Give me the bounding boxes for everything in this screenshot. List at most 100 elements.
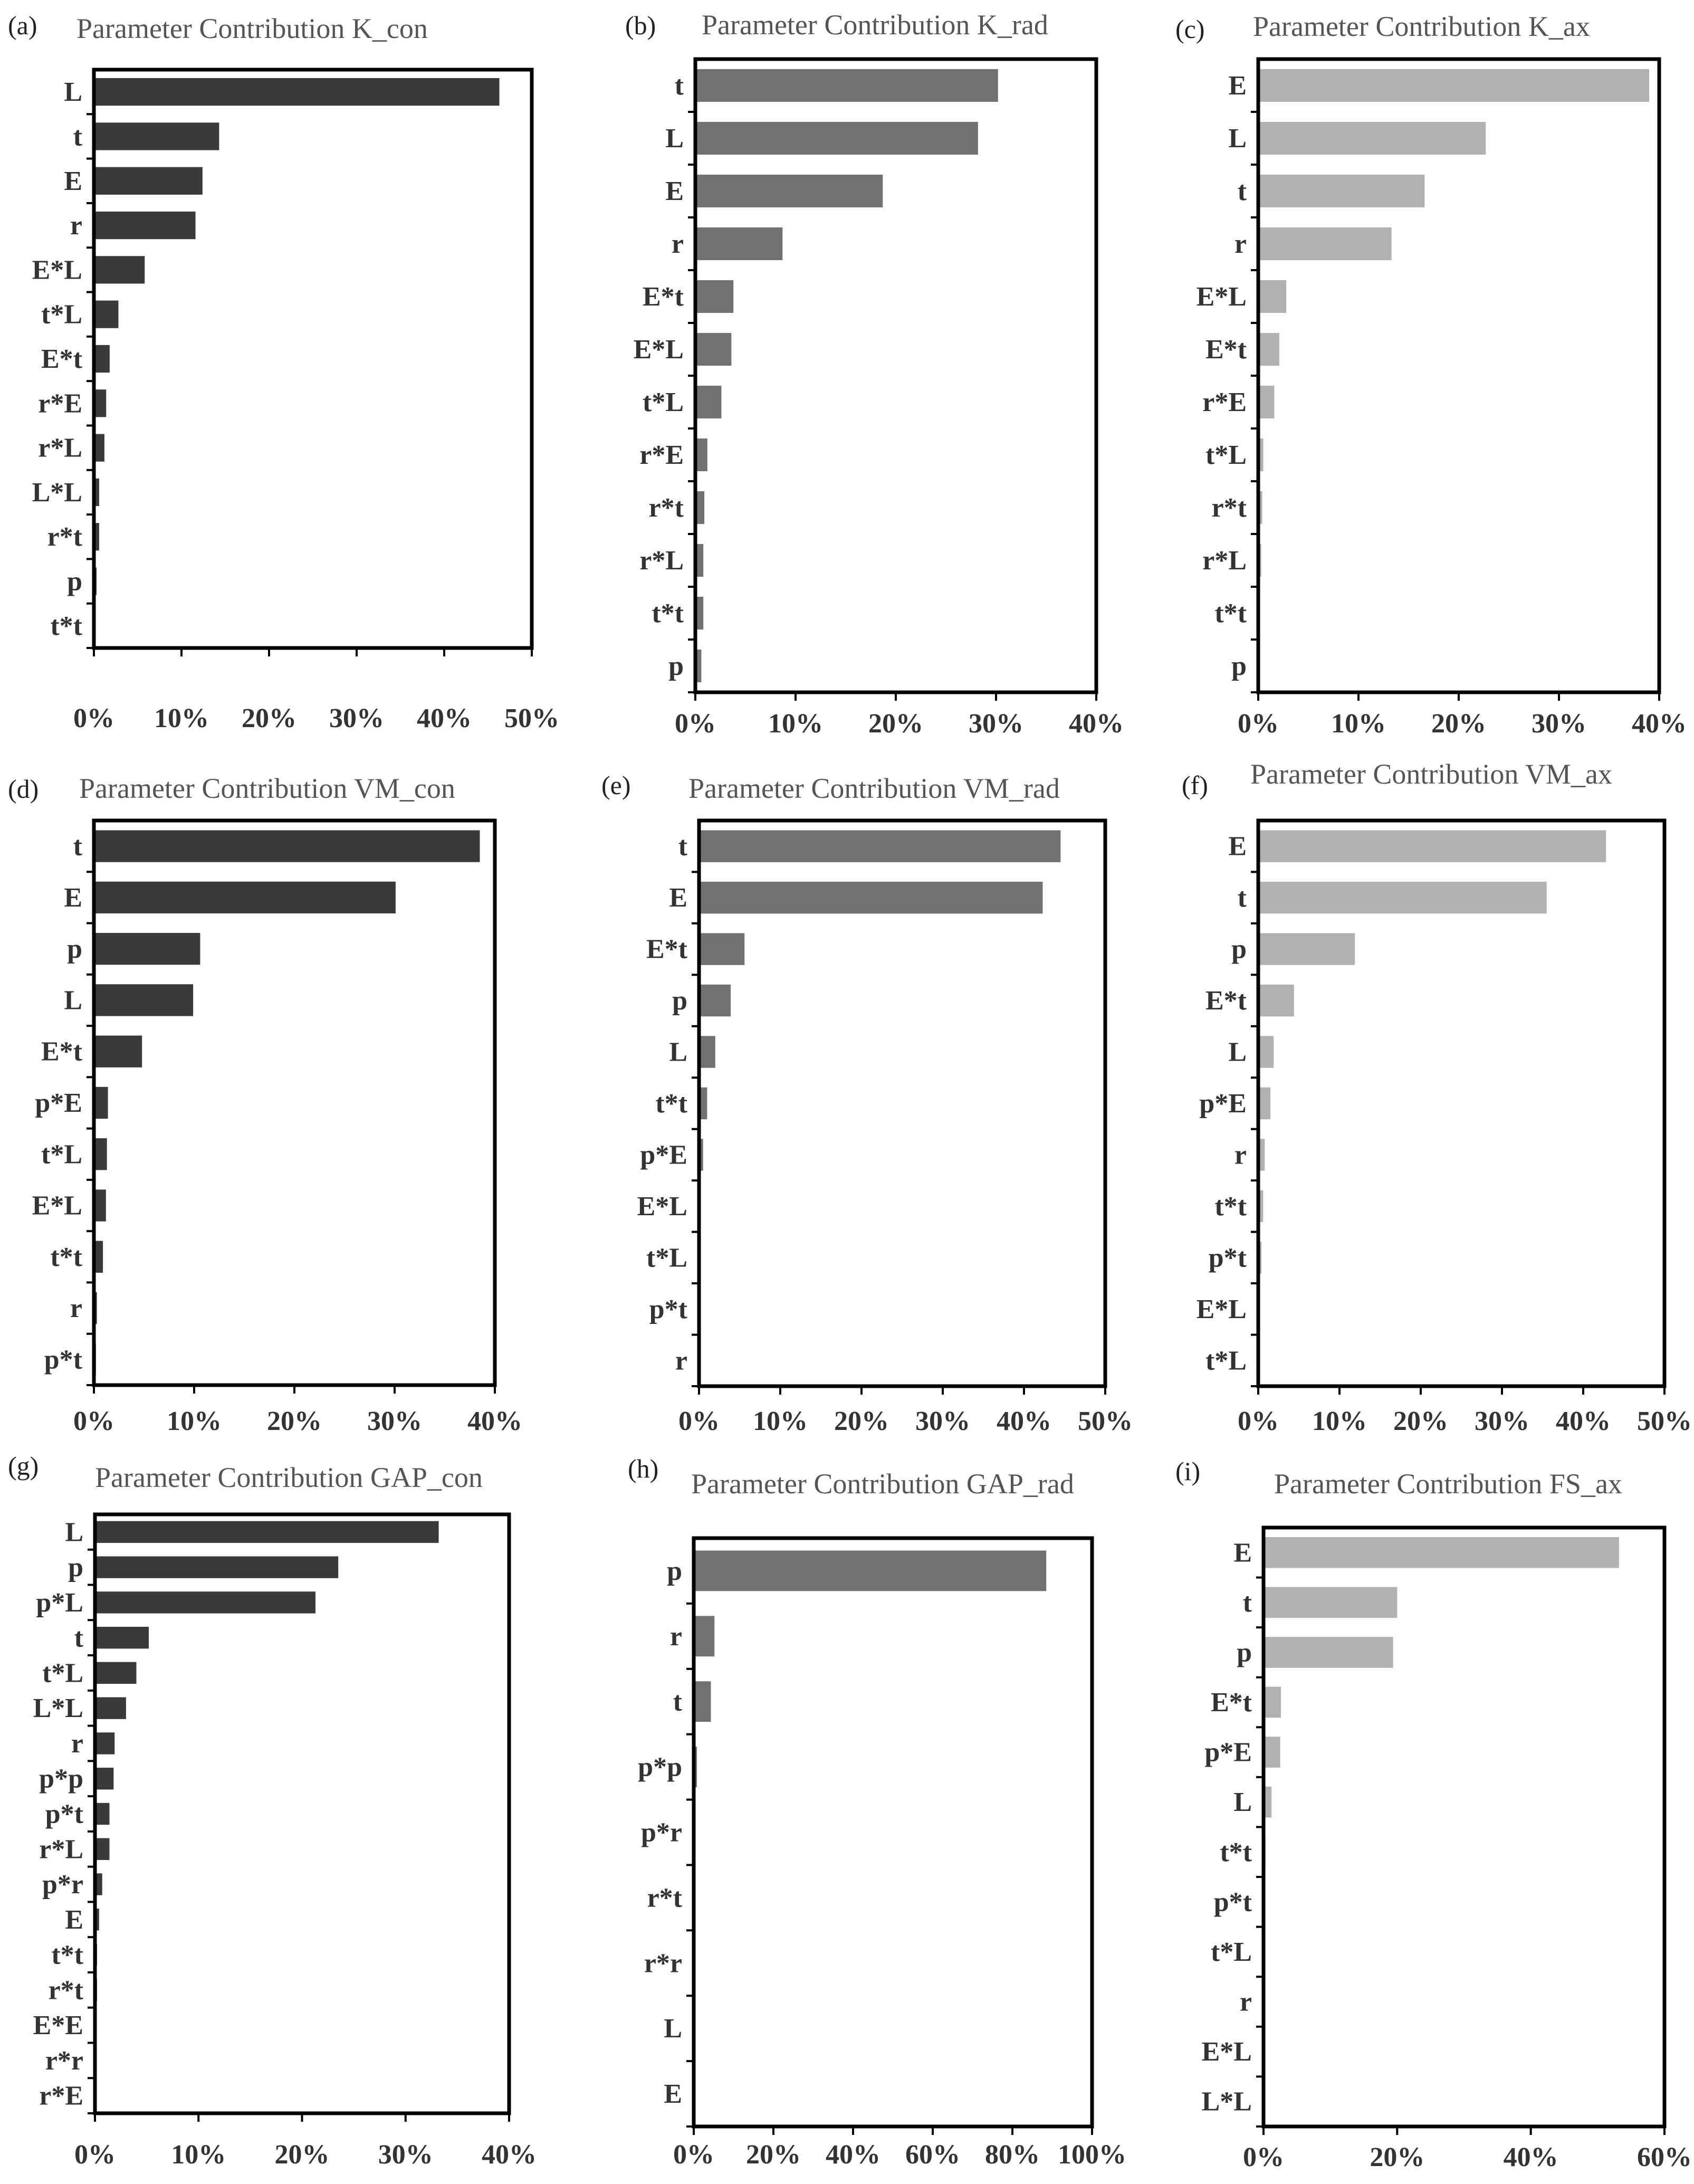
chart-bar	[94, 389, 107, 417]
category-label: p	[1231, 934, 1247, 965]
chart-bar	[1258, 280, 1287, 313]
x-tick-label: 40%	[1632, 709, 1687, 739]
category-label: t*t	[50, 1242, 82, 1272]
chart-bar	[94, 830, 480, 862]
chart-title: Parameter Contribution FS_ax	[1274, 1468, 1622, 1500]
x-tick-label: 30%	[329, 703, 384, 733]
category-label: p	[672, 986, 687, 1016]
category-label: E*L	[1197, 282, 1247, 312]
category-label: p*r	[641, 1818, 682, 1848]
category-label: L	[665, 123, 684, 154]
category-label: t*t	[51, 1940, 83, 1970]
chart-bar	[95, 1521, 439, 1543]
x-tick-label: 60%	[905, 2140, 960, 2170]
chart-bar	[1264, 1537, 1619, 1568]
category-label: p*t	[1209, 1243, 1247, 1273]
category-label: E*t	[41, 344, 83, 374]
chart-bar	[699, 933, 745, 965]
chart-bar	[94, 1086, 108, 1119]
panel-letter: (c)	[1175, 14, 1205, 44]
chart-bar	[94, 478, 99, 507]
category-label: E*t	[41, 1037, 83, 1067]
x-tick-label: 10%	[1312, 1406, 1367, 1436]
category-label: r*E	[38, 388, 82, 418]
chart-bar	[699, 1139, 703, 1171]
x-tick-label: 30%	[915, 1406, 970, 1436]
category-label: p*t	[1214, 1887, 1252, 1917]
category-label: t	[73, 832, 83, 862]
chart-bar	[95, 1662, 137, 1684]
category-label: L	[1228, 123, 1247, 154]
category-label: p*t	[649, 1294, 688, 1324]
x-tick-label: 30%	[378, 2140, 433, 2170]
panel-letter: (e)	[601, 770, 631, 800]
chart-bar	[94, 345, 110, 373]
x-tick-label: 0%	[673, 2140, 714, 2170]
chart-bar	[695, 333, 732, 366]
category-label: E	[664, 2079, 682, 2109]
category-label: p*E	[640, 1140, 687, 1170]
chart-bar	[1264, 1737, 1280, 1768]
category-label: E*t	[1211, 1687, 1252, 1718]
x-tick-label: 0%	[73, 703, 114, 733]
category-label: t*L	[646, 1243, 687, 1273]
chart-bar	[1258, 122, 1486, 155]
category-label: t*L	[1211, 1937, 1252, 1967]
category-label: t	[73, 121, 83, 151]
chart-bar	[95, 1838, 110, 1860]
x-tick-label: 10%	[171, 2140, 226, 2170]
chart-title: Parameter Contribution K_con	[76, 13, 428, 44]
chart-bar	[1264, 1587, 1398, 1618]
panel-letter: (i)	[1175, 1456, 1200, 1486]
x-tick-label: 20%	[746, 2140, 801, 2170]
category-label: r*E	[1202, 387, 1247, 417]
chart-title: Parameter Contribution K_rad	[702, 9, 1048, 41]
category-label: r	[675, 1346, 687, 1376]
category-label: E*E	[33, 2010, 83, 2040]
panel-letter: (d)	[8, 774, 39, 804]
plot-frame	[93, 1512, 511, 2115]
category-label: t*t	[1220, 1837, 1252, 1867]
x-tick-label: 40%	[1504, 2142, 1558, 2172]
chart-bar	[695, 438, 707, 471]
x-tick-label: 20%	[1370, 2142, 1424, 2172]
category-label: t	[1238, 883, 1247, 913]
category-label: r*r	[45, 2046, 83, 2076]
category-label: r*t	[647, 1883, 683, 1913]
chart-bar	[95, 1626, 149, 1649]
chart-bar	[94, 984, 194, 1016]
chart-panel: (g) Parameter Contribution GAP_conLpp*Ltt…	[8, 1451, 537, 2170]
panel-letter: (a)	[8, 11, 37, 40]
chart-bar	[1264, 1686, 1281, 1718]
chart-bar	[95, 1802, 110, 1825]
category-label: t	[673, 1687, 683, 1717]
chart-bar	[695, 650, 702, 682]
category-label: E	[1228, 71, 1247, 101]
category-label: L	[669, 1037, 687, 1067]
chart-bar	[95, 1732, 115, 1754]
category-label: p	[67, 934, 82, 964]
x-tick-label: 0%	[73, 1406, 114, 1436]
x-tick-label: 60%	[1637, 2142, 1692, 2172]
x-tick-label: 0%	[74, 2140, 116, 2170]
chart-bar	[694, 1616, 715, 1657]
category-label: r	[1234, 1140, 1247, 1170]
x-tick-label: 40%	[467, 1406, 522, 1436]
category-label: t	[1243, 1588, 1252, 1618]
category-label: t	[678, 832, 688, 862]
chart-bar	[694, 1550, 1047, 1591]
category-label: L	[64, 77, 82, 107]
x-tick-label: 0%	[1243, 2142, 1284, 2172]
category-label: t*L	[1205, 440, 1247, 470]
chart-bar	[1258, 227, 1392, 260]
category-label: t	[1238, 176, 1247, 206]
x-tick-label: 10%	[753, 1406, 808, 1436]
x-tick-label: 10%	[768, 709, 823, 739]
category-label: r*L	[39, 1834, 83, 1864]
category-label: E*t	[1205, 335, 1247, 365]
x-tick-label: 50%	[1078, 1406, 1133, 1436]
chart-bar	[1264, 1786, 1272, 1818]
category-label: E	[1228, 832, 1247, 862]
